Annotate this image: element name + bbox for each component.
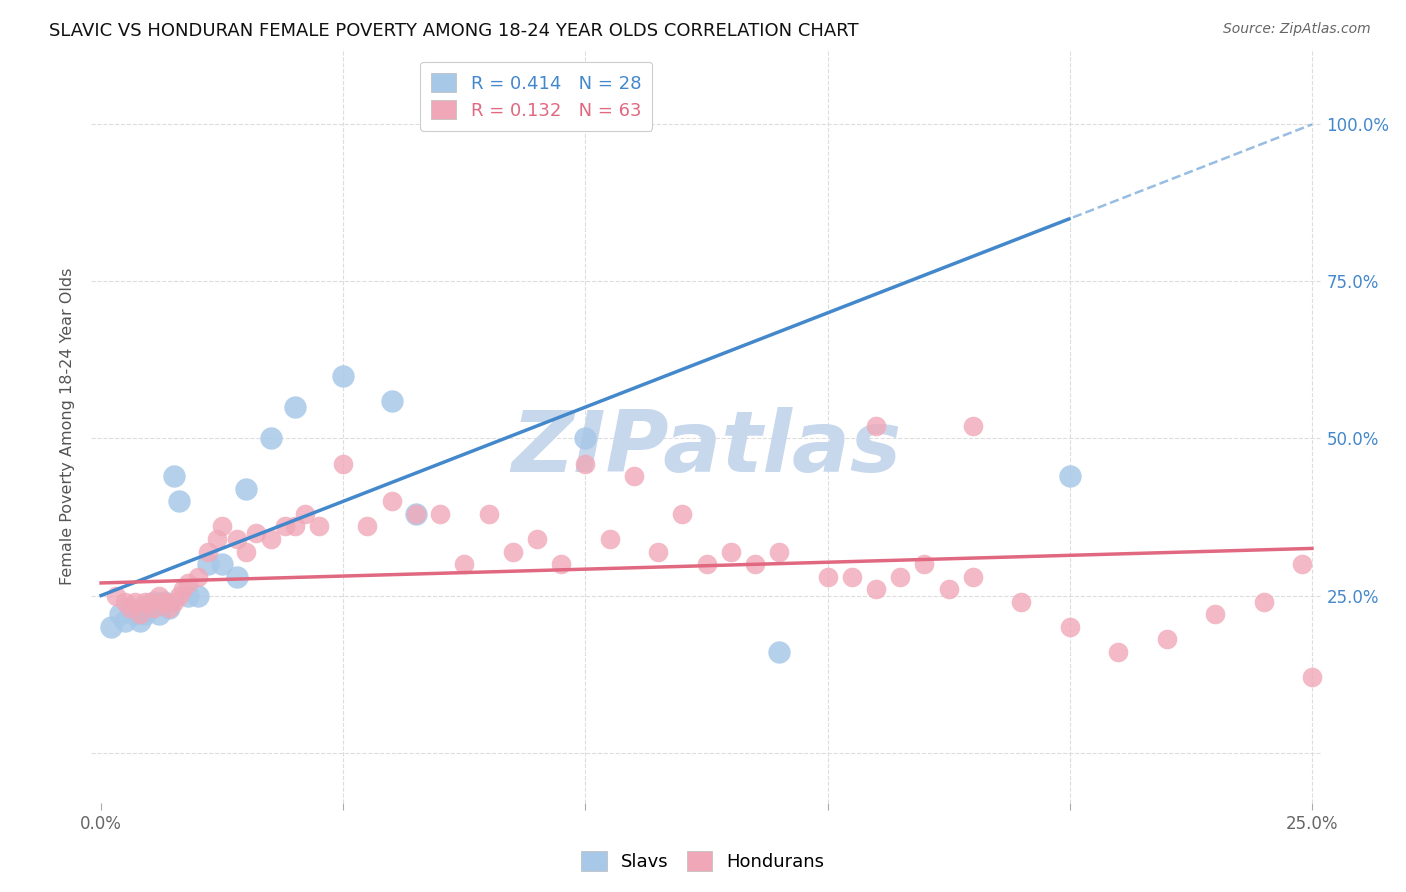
Point <box>148 589 170 603</box>
Text: SLAVIC VS HONDURAN FEMALE POVERTY AMONG 18-24 YEAR OLDS CORRELATION CHART: SLAVIC VS HONDURAN FEMALE POVERTY AMONG … <box>49 22 859 40</box>
Point <box>167 589 190 603</box>
Text: Source: ZipAtlas.com: Source: ZipAtlas.com <box>1223 22 1371 37</box>
Point <box>720 544 742 558</box>
Point <box>148 607 170 622</box>
Point <box>211 519 233 533</box>
Point <box>695 557 717 571</box>
Point <box>197 544 219 558</box>
Point <box>235 482 257 496</box>
Point <box>138 601 160 615</box>
Point <box>211 557 233 571</box>
Point <box>157 601 180 615</box>
Point <box>153 595 176 609</box>
Point <box>1301 670 1323 684</box>
Text: ZIPatlas: ZIPatlas <box>512 407 901 490</box>
Point <box>1010 595 1032 609</box>
Point <box>429 507 451 521</box>
Point <box>768 544 790 558</box>
Y-axis label: Female Poverty Among 18-24 Year Olds: Female Poverty Among 18-24 Year Olds <box>60 268 76 584</box>
Point <box>124 607 146 622</box>
Point <box>259 432 281 446</box>
Point <box>550 557 572 571</box>
Point <box>128 607 150 622</box>
Legend: Slavs, Hondurans: Slavs, Hondurans <box>574 844 832 879</box>
Point <box>526 532 548 546</box>
Point <box>1059 620 1081 634</box>
Point <box>1204 607 1226 622</box>
Point <box>962 419 984 434</box>
Point <box>138 595 160 609</box>
Point <box>817 570 839 584</box>
Point <box>120 601 142 615</box>
Point <box>207 532 229 546</box>
Point <box>356 519 378 533</box>
Point <box>647 544 669 558</box>
Point <box>294 507 316 521</box>
Point <box>914 557 936 571</box>
Point <box>599 532 621 546</box>
Point <box>284 519 307 533</box>
Point <box>381 494 404 508</box>
Point <box>225 532 247 546</box>
Point <box>1107 645 1129 659</box>
Point <box>962 570 984 584</box>
Point <box>768 645 790 659</box>
Point <box>744 557 766 571</box>
Point <box>114 614 136 628</box>
Point <box>187 589 209 603</box>
Point <box>865 582 887 597</box>
Point <box>1291 557 1313 571</box>
Point <box>157 601 180 615</box>
Point <box>120 601 142 615</box>
Point <box>225 570 247 584</box>
Point <box>671 507 693 521</box>
Point <box>1253 595 1275 609</box>
Point <box>865 419 887 434</box>
Point <box>623 469 645 483</box>
Point <box>245 525 267 540</box>
Point <box>574 432 596 446</box>
Point <box>274 519 297 533</box>
Point <box>502 544 524 558</box>
Point <box>938 582 960 597</box>
Point <box>1059 469 1081 483</box>
Point <box>453 557 475 571</box>
Legend: R = 0.414   N = 28, R = 0.132   N = 63: R = 0.414 N = 28, R = 0.132 N = 63 <box>420 62 652 130</box>
Point <box>308 519 330 533</box>
Point <box>574 457 596 471</box>
Point <box>104 589 127 603</box>
Point <box>284 400 307 414</box>
Point <box>235 544 257 558</box>
Point <box>177 589 200 603</box>
Point <box>889 570 911 584</box>
Point <box>110 607 132 622</box>
Point <box>100 620 122 634</box>
Point <box>405 507 427 521</box>
Point <box>143 601 166 615</box>
Point <box>197 557 219 571</box>
Point <box>114 595 136 609</box>
Point <box>172 582 194 597</box>
Point <box>477 507 499 521</box>
Point <box>153 595 176 609</box>
Point <box>381 393 404 408</box>
Point <box>167 494 190 508</box>
Point <box>177 576 200 591</box>
Point <box>143 595 166 609</box>
Point <box>124 595 146 609</box>
Point <box>128 614 150 628</box>
Point <box>134 607 156 622</box>
Point <box>405 507 427 521</box>
Point <box>187 570 209 584</box>
Point <box>1156 632 1178 647</box>
Point <box>259 532 281 546</box>
Point <box>332 368 354 383</box>
Point <box>332 457 354 471</box>
Point <box>841 570 863 584</box>
Point <box>163 595 186 609</box>
Point <box>163 469 186 483</box>
Point <box>134 595 156 609</box>
